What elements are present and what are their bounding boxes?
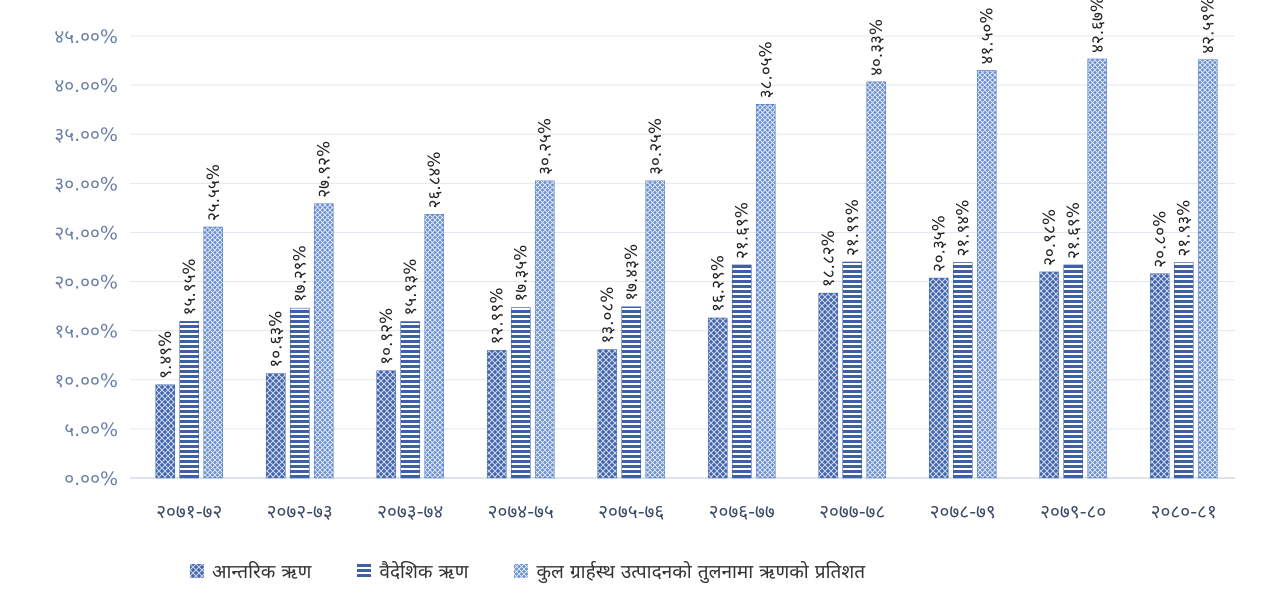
bar-total (203, 226, 224, 479)
y-tick-label: ३०.००% (54, 173, 118, 195)
legend-label-domestic: आन्तरिक ऋण (212, 561, 312, 583)
data-label-total: ३८.०५% (757, 41, 777, 98)
y-tick-label: १५.००% (54, 321, 118, 343)
bar-total (866, 81, 887, 479)
y-tick-label: ४५.००% (54, 26, 118, 48)
bar-foreign (952, 262, 973, 479)
data-label-foreign: २१.९३% (1175, 200, 1195, 257)
bar-domestic (1149, 273, 1170, 479)
legend-item-total: कुल ग्रार्हस्थ उत्पादनको तुलनामा ऋणको प्… (514, 558, 865, 584)
bar-foreign (842, 261, 863, 479)
x-tick-label: २०७९-८० (1040, 501, 1106, 523)
bar-domestic (597, 349, 618, 479)
bar-total (424, 214, 445, 479)
bar-foreign (289, 307, 310, 479)
x-tick-label: २०७५-७६ (598, 501, 664, 523)
x-tick-label: २०७२-७३ (267, 501, 333, 523)
bar-foreign (1173, 262, 1194, 479)
bar-domestic (376, 370, 397, 479)
x-tick-label: २०७१-७२ (156, 501, 222, 523)
bar-domestic (707, 317, 728, 479)
bar-foreign (400, 321, 421, 479)
data-label-foreign: १७.४३% (622, 244, 642, 301)
bar-foreign (731, 264, 752, 479)
bar-domestic (486, 350, 507, 479)
bar-total (1197, 59, 1218, 479)
bar-foreign (179, 321, 200, 479)
y-tick-label: १०.००% (54, 370, 118, 392)
data-label-domestic: २०.३५% (930, 215, 950, 272)
data-label-total: ४१.५०% (978, 7, 998, 64)
bar-domestic (265, 373, 286, 479)
data-label-foreign: १७.२९% (291, 245, 311, 302)
y-tick-label: ५.००% (64, 419, 118, 441)
data-label-foreign: १७.३५% (512, 245, 532, 302)
x-tick-label: २०७३-७४ (377, 501, 443, 523)
data-label-domestic: २०.९८% (1040, 209, 1060, 266)
y-tick-label: ४०.००% (54, 75, 118, 97)
chart-legend: आन्तरिक ऋण वैदेशिक ऋण कुल ग्रार्हस्थ उत्… (190, 558, 865, 584)
data-label-foreign: २१.९९% (843, 199, 863, 256)
bar-total (1087, 58, 1108, 479)
bar-total (755, 103, 776, 479)
data-label-domestic: १०.९२% (377, 308, 397, 365)
data-label-total: २७.९२% (315, 141, 335, 198)
bar-foreign (1063, 264, 1084, 479)
data-label-total: ३०.२५% (646, 118, 666, 175)
data-label-domestic: ९.४९% (156, 331, 176, 379)
legend-label-foreign: वैदेशिक ऋण (379, 561, 469, 583)
legend-item-foreign: वैदेशिक ऋण (357, 558, 468, 584)
data-label-total: ३०.२५% (536, 118, 556, 175)
data-label-domestic: १३.०८% (598, 287, 618, 344)
legend-swatch-domestic (190, 564, 204, 578)
bar-total (313, 203, 334, 479)
data-label-domestic: १६.२९% (709, 255, 729, 312)
data-label-domestic: २०.८०% (1151, 211, 1171, 268)
data-label-foreign: १५.९३% (401, 259, 421, 316)
bar-foreign (510, 307, 531, 479)
data-label-foreign: २१.९४% (954, 200, 974, 257)
data-label-total: ४०.३३% (867, 19, 887, 76)
data-label-total: २६.८४% (425, 151, 445, 208)
legend-swatch-foreign (357, 564, 372, 578)
x-tick-label: २०७४-७५ (488, 501, 554, 523)
x-tick-label: २०७८-७९ (930, 501, 996, 523)
data-label-total: ४२.५९% (1199, 0, 1219, 54)
data-label-domestic: १८.८२% (819, 230, 839, 287)
bar-total (645, 180, 666, 479)
legend-swatch-total (514, 564, 529, 578)
legend-item-domestic: आन्तरिक ऋण (190, 558, 311, 584)
bar-domestic (1039, 271, 1060, 479)
y-tick-label: २०.००% (54, 272, 118, 294)
data-label-total: ४२.६७% (1088, 0, 1108, 53)
bar-total (976, 70, 997, 479)
y-tick-label: ०.००% (64, 468, 118, 490)
legend-label-total: कुल ग्रार्हस्थ उत्पादनको तुलनामा ऋणको प्… (536, 561, 866, 583)
bar-foreign (621, 306, 642, 479)
data-label-domestic: १२.९९% (488, 287, 508, 344)
bar-total (534, 180, 555, 479)
x-tick-label: २०७६-७७ (709, 501, 775, 523)
x-tick-label: २०७७-७८ (819, 501, 885, 523)
y-tick-label: ३५.००% (54, 124, 118, 146)
data-label-total: २५.५५% (204, 164, 224, 221)
bar-domestic (155, 384, 176, 479)
data-label-foreign: १५.९५% (180, 258, 200, 315)
y-tick-label: २५.००% (54, 222, 118, 244)
data-label-foreign: २१.६९% (733, 202, 753, 259)
x-tick-label: २०८०-८१ (1151, 501, 1217, 523)
data-label-domestic: १०.६३% (267, 311, 287, 368)
bar-domestic (928, 277, 949, 479)
bar-domestic (818, 292, 839, 479)
data-label-foreign: २१.६९% (1064, 202, 1084, 259)
